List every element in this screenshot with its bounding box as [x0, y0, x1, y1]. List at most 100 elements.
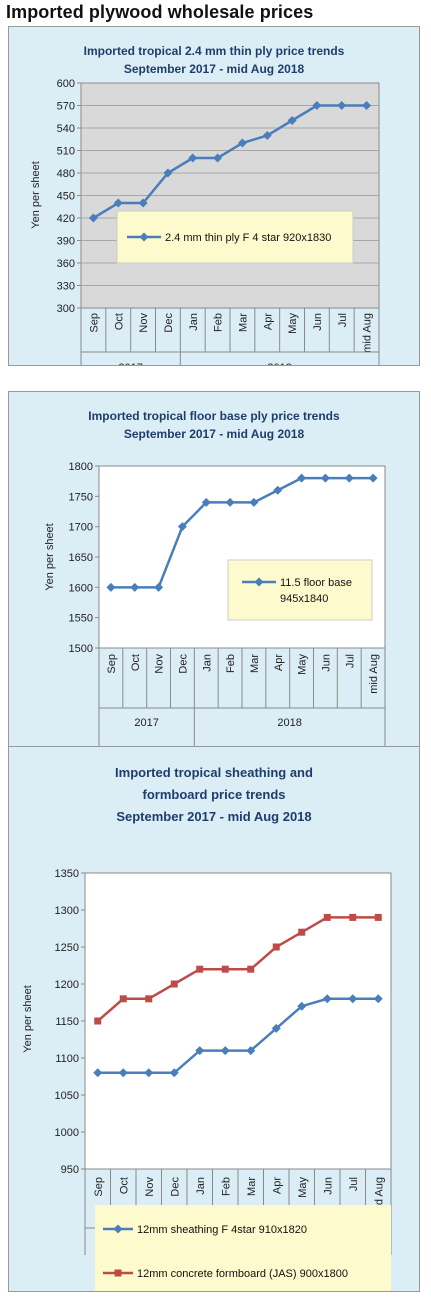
x-tick-label: Nov	[138, 313, 150, 333]
y-tick-label: 570	[57, 101, 75, 113]
chart-panel-floor-base: Imported tropical floor base ply price t…	[8, 391, 420, 749]
legend-label: 2.4 mm thin ply F 4 star 920x1830	[165, 232, 331, 244]
data-point	[249, 497, 259, 507]
data-point	[246, 1046, 256, 1056]
data-point	[130, 582, 140, 592]
data-point	[106, 582, 116, 592]
data-point	[348, 994, 358, 1004]
y-tick-label: 1100	[55, 1053, 79, 1065]
y-tick-label: 360	[57, 258, 75, 270]
x-tick-label: Dec	[169, 1177, 181, 1197]
x-tick-label: Apr	[273, 654, 285, 671]
data-point	[312, 101, 322, 110]
x-tick-label: Jun	[322, 1177, 334, 1195]
data-point	[221, 965, 229, 973]
data-point	[273, 485, 283, 495]
x-tick-label: Dec	[163, 313, 175, 333]
x-tick-label: Jun	[320, 654, 332, 672]
legend-marker	[254, 577, 264, 587]
x-tick-label: Jul	[344, 654, 356, 668]
data-point	[196, 965, 204, 973]
data-point	[170, 980, 178, 988]
y-tick-label: 300	[57, 303, 75, 315]
chart-title: Imported tropical floor base ply price t…	[88, 409, 340, 423]
y-tick-label: 1700	[69, 522, 93, 534]
x-tick-label: Oct	[113, 313, 125, 330]
x-tick-label: Jul	[337, 313, 349, 327]
data-point	[144, 1068, 154, 1078]
data-point	[154, 582, 164, 592]
x-tick-label: Sep	[93, 1177, 105, 1197]
plot-area	[84, 872, 392, 1170]
page-title: Imported plywood wholesale prices	[6, 2, 314, 22]
data-point	[373, 994, 383, 1004]
year-group-label: 2017	[134, 717, 158, 729]
x-tick-label: Feb	[225, 654, 237, 673]
legend-marker	[113, 1224, 123, 1234]
data-point	[94, 1017, 102, 1025]
data-point	[374, 913, 382, 921]
data-point	[272, 943, 280, 951]
legend-marker	[139, 232, 149, 242]
x-tick-label: Apr	[262, 313, 274, 330]
y-tick-label: 1150	[55, 1016, 79, 1028]
x-tick-label: Nov	[144, 1177, 156, 1197]
floor-base-chart: Imported tropical floor base ply price t…	[9, 392, 419, 748]
data-point	[169, 1068, 179, 1078]
data-point	[201, 497, 211, 507]
data-point	[88, 213, 98, 223]
x-tick-label: Mar	[237, 313, 249, 332]
x-tick-label: Nov	[154, 654, 166, 674]
chart-subtitle: September 2017 - mid Aug 2018	[124, 62, 305, 76]
y-tick-label: 1750	[69, 491, 93, 503]
x-tick-label: Jan	[188, 313, 200, 331]
legend-box	[227, 559, 373, 621]
chart-subtitle: September 2017 - mid Aug 2018	[116, 809, 311, 824]
data-point	[119, 995, 127, 1003]
chart-panel-sheathing-formboard: Imported tropical sheathing and formboard…	[8, 746, 420, 1292]
x-tick-label: Oct	[130, 654, 142, 671]
x-tick-label: Jun	[312, 313, 324, 331]
data-point	[362, 101, 372, 110]
data-point	[220, 1046, 230, 1056]
y-tick-label: 510	[57, 146, 75, 158]
x-tick-label: mid Aug	[368, 654, 380, 694]
chart-title: Imported tropical sheathing and	[115, 765, 313, 780]
data-point	[225, 497, 235, 507]
y-tick-label: 1800	[69, 461, 93, 473]
data-point	[138, 198, 148, 208]
data-point	[322, 994, 332, 1004]
data-point	[320, 473, 330, 483]
data-point	[195, 1046, 205, 1056]
data-point	[118, 1068, 128, 1078]
data-point	[262, 131, 272, 140]
thin-ply-chart: Imported tropical 2.4 mm thin ply price …	[9, 27, 419, 365]
y-tick-label: 540	[57, 123, 75, 135]
y-tick-label: 480	[57, 168, 75, 180]
data-point	[177, 522, 187, 532]
x-tick-label: Oct	[118, 1177, 130, 1194]
y-tick-label: 600	[57, 78, 75, 90]
data-point	[213, 153, 223, 163]
data-point	[337, 101, 347, 110]
data-point	[237, 138, 247, 148]
data-point	[93, 1068, 103, 1078]
y-axis-label: Yen per sheet	[22, 985, 34, 1052]
y-tick-label: 420	[57, 213, 75, 225]
x-tick-label: Apr	[271, 1177, 283, 1194]
y-axis-label: Yen per sheet	[44, 523, 56, 590]
y-tick-label: 330	[57, 281, 75, 293]
data-point	[287, 116, 297, 125]
data-point	[349, 913, 357, 921]
x-tick-label: Feb	[220, 1177, 232, 1196]
year-group-label: 2018	[267, 362, 291, 365]
x-tick-label: Jul	[348, 1177, 360, 1191]
y-tick-label: 1000	[55, 1127, 79, 1139]
y-tick-label: 1050	[55, 1090, 79, 1102]
x-tick-label: May	[297, 654, 309, 675]
year-group-label: 2017	[118, 362, 142, 365]
data-point	[368, 473, 378, 483]
x-tick-label: May	[297, 1177, 309, 1198]
chart-title-line2: formboard price trends	[142, 787, 285, 802]
x-tick-label: Dec	[177, 654, 189, 674]
